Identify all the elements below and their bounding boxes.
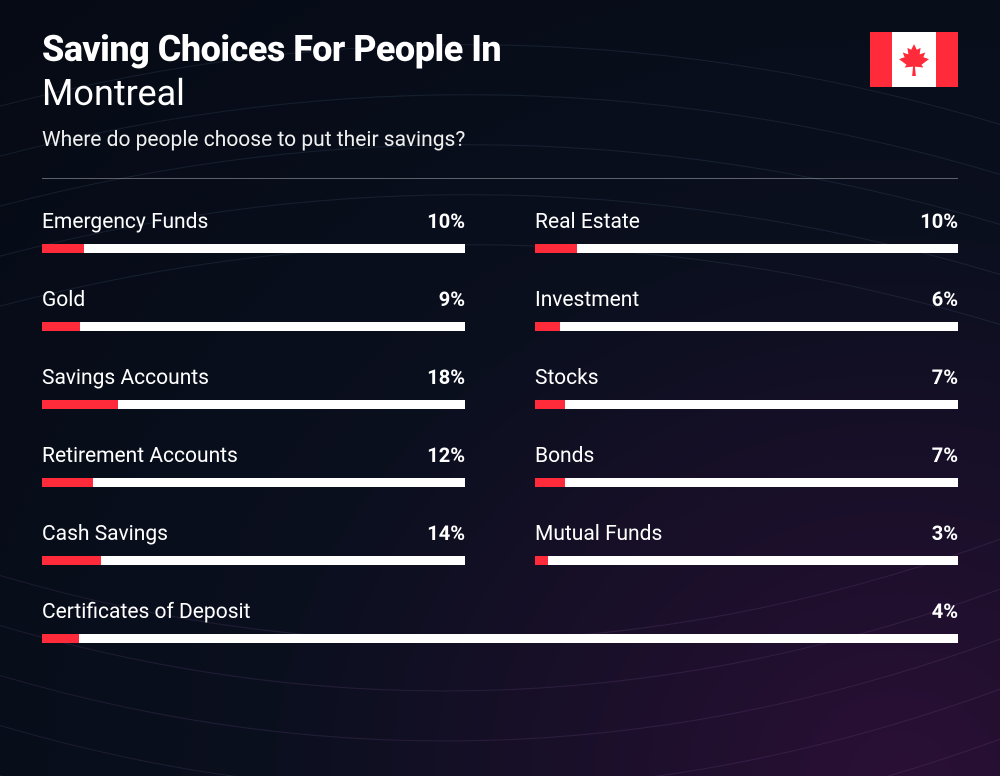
page-title-line1: Saving Choices For People In [42, 28, 958, 70]
savings-item-label: Investment [535, 288, 639, 312]
bar-fill [42, 322, 80, 331]
bar-fill [42, 478, 93, 487]
savings-item-percent: 3% [932, 521, 958, 545]
savings-item: Retirement Accounts 12% [42, 443, 465, 487]
savings-item: Real Estate 10% [535, 209, 958, 253]
page-subtitle: Where do people choose to put their savi… [42, 128, 958, 152]
bar-track [42, 322, 465, 331]
bar-fill [42, 400, 118, 409]
savings-grid: Emergency Funds 10% Real Estate 10% Gold 9% In… [42, 209, 958, 643]
bar-fill [42, 634, 79, 643]
bar-track [42, 478, 465, 487]
savings-item: Investment 6% [535, 287, 958, 331]
bar-track [42, 400, 465, 409]
savings-item-percent: 14% [427, 521, 465, 545]
bar-fill [42, 244, 84, 253]
savings-item-percent: 10% [920, 209, 958, 233]
bar-track [535, 400, 958, 409]
savings-item-label: Cash Savings [42, 522, 168, 546]
savings-item-percent: 10% [427, 209, 465, 233]
savings-item: Certificates of Deposit 4% [42, 599, 958, 643]
savings-item-percent: 9% [439, 287, 465, 311]
savings-item-label: Real Estate [535, 210, 640, 234]
savings-item: Bonds 7% [535, 443, 958, 487]
savings-item-percent: 12% [427, 443, 465, 467]
bar-fill [535, 322, 560, 331]
savings-item-label: Gold [42, 288, 85, 312]
savings-item-label: Certificates of Deposit [42, 600, 251, 624]
bar-track [535, 244, 958, 253]
bar-track [535, 478, 958, 487]
savings-item-percent: 7% [932, 365, 958, 389]
savings-item-label: Stocks [535, 366, 599, 390]
bar-fill [535, 244, 577, 253]
savings-item-label: Retirement Accounts [42, 444, 238, 468]
header: Saving Choices For People In Montreal Wh… [42, 28, 958, 152]
savings-item: Mutual Funds 3% [535, 521, 958, 565]
savings-item-percent: 7% [932, 443, 958, 467]
savings-item: Emergency Funds 10% [42, 209, 465, 253]
bar-fill [535, 556, 548, 565]
savings-item-label: Emergency Funds [42, 210, 208, 234]
bar-track [535, 322, 958, 331]
bar-fill [42, 556, 101, 565]
bar-track [42, 634, 958, 643]
divider [42, 178, 958, 179]
savings-item-label: Bonds [535, 444, 594, 468]
savings-item: Cash Savings 14% [42, 521, 465, 565]
savings-item: Stocks 7% [535, 365, 958, 409]
savings-item: Gold 9% [42, 287, 465, 331]
bar-track [42, 244, 465, 253]
page-title-line2: Montreal [42, 72, 958, 114]
savings-item-percent: 6% [932, 287, 958, 311]
savings-item: Savings Accounts 18% [42, 365, 465, 409]
savings-item-label: Mutual Funds [535, 522, 662, 546]
savings-item-percent: 18% [427, 365, 465, 389]
bar-fill [535, 400, 565, 409]
savings-item-percent: 4% [932, 599, 958, 623]
canada-flag-icon [870, 32, 958, 87]
bar-track [535, 556, 958, 565]
bar-fill [535, 478, 565, 487]
bar-track [42, 556, 465, 565]
savings-item-label: Savings Accounts [42, 366, 209, 390]
